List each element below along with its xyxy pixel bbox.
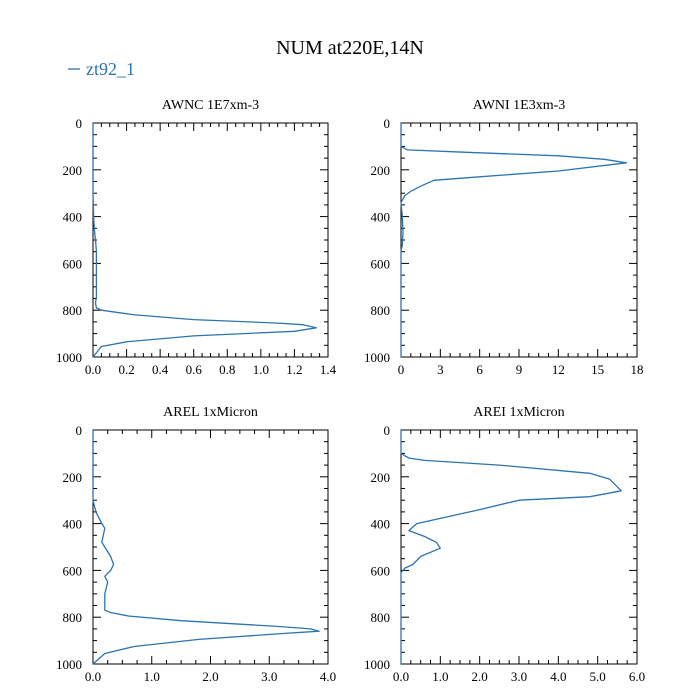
y-tick-label: 400 [371,210,391,225]
y-tick-label: 1000 [364,350,390,365]
x-tick-label: 2.0 [472,669,488,684]
chart-panel-1: AWNC 1E7xm-3 0.0 0.2 0.4 0.6 0.8 1.0 1.2 1.4 0 200… [56,98,337,377]
plot-frame [400,429,638,665]
x-tick-label: 12 [552,362,565,377]
y-tick-label: 0 [76,116,83,131]
x-tick-label: 0 [398,362,405,377]
series-line-zt92_1 [400,430,622,664]
chart-panel-4: AREI 1xMicron 0.0 1.0 2.0 3.0 4.0 5.0 6.0 0 200 40… [364,405,645,684]
x-tick-label: 0.0 [85,669,101,684]
x-tick-label: 5.0 [590,669,606,684]
x-tick-label: 0.2 [118,362,134,377]
x-tick-label: 2.0 [202,669,218,684]
y-tick-label: 0 [384,423,391,438]
x-tick-label: 1.2 [286,362,302,377]
series-line-zt92_1 [400,123,628,357]
panel-title: AREI 1xMicron [473,405,564,420]
y-tick-label: 600 [371,256,391,271]
x-tick-label: 15 [591,362,604,377]
panel-title: AREL 1xMicron [163,405,258,420]
x-tick-label: 3.0 [511,669,527,684]
y-tick-label: 800 [63,303,83,318]
y-tick-label: 200 [63,470,83,485]
x-tick-label: 4.0 [320,669,336,684]
y-tick-label: 800 [63,610,83,625]
figure-title: NUM at220E,14N [276,37,424,59]
x-tick-label: 3.0 [261,669,277,684]
y-tick-label: 800 [371,610,391,625]
y-tick-label: 800 [371,303,391,318]
series-line-zt92_1 [92,430,320,665]
x-tick-label: 1.0 [253,362,269,377]
panel-title: AWNI 1E3xm-3 [473,98,566,113]
y-tick-label: 400 [63,517,83,532]
series-line-zt92_1 [92,123,317,358]
y-tick-label: 0 [384,116,391,131]
legend: zt92_1 [68,59,135,79]
y-tick-label: 600 [63,563,83,578]
y-tick-label: 200 [63,163,83,178]
plot-frame [92,429,329,665]
y-tick-label: 400 [371,517,391,532]
y-tick-label: 0 [76,423,83,438]
x-tick-label: 1.0 [144,669,160,684]
y-tick-label: 1000 [364,657,390,672]
y-tick-label: 400 [63,210,83,225]
y-tick-label: 600 [371,563,391,578]
y-tick-label: 600 [63,256,83,271]
x-tick-label: 0.8 [219,362,235,377]
plot-frame [400,122,638,358]
x-tick-label: 6 [476,362,483,377]
chart-panel-3: AREL 1xMicron 0.0 1.0 2.0 3.0 4.0 0 200 400 600 80… [56,405,336,684]
x-tick-label: 0.4 [152,362,169,377]
x-tick-label: 0.0 [85,362,101,377]
plot-frame [92,122,329,358]
y-tick-label: 200 [371,470,391,485]
x-tick-label: 1.0 [432,669,448,684]
x-tick-label: 3 [437,362,444,377]
chart-panel-2: AWNI 1E3xm-3 0 3 6 9 12 15 18 0 200 400 600 800 1000 [364,98,644,377]
x-tick-label: 0.6 [186,362,203,377]
x-tick-label: 18 [631,362,644,377]
y-tick-label: 1000 [56,657,82,672]
x-tick-label: 1.4 [320,362,337,377]
x-tick-label: 4.0 [550,669,566,684]
x-tick-label: 0.0 [393,669,409,684]
y-tick-label: 1000 [56,350,82,365]
y-tick-label: 200 [371,163,391,178]
x-tick-label: 6.0 [629,669,645,684]
panel-title: AWNC 1E7xm-3 [162,98,259,113]
legend-label: zt92_1 [86,59,135,79]
x-tick-label: 9 [516,362,523,377]
